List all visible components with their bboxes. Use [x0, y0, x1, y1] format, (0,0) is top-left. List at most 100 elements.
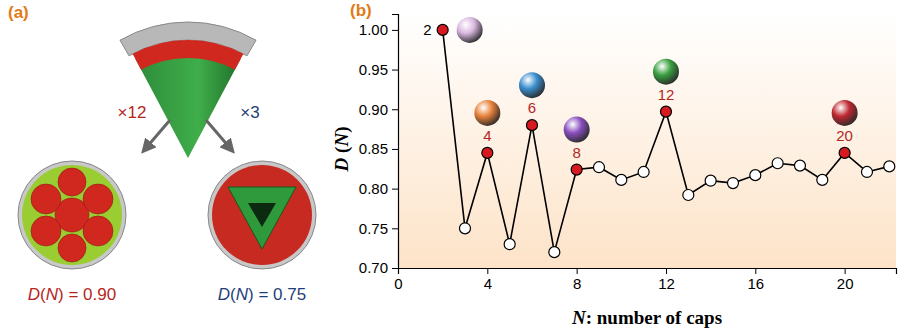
y-tick-label: 0.75	[359, 220, 388, 237]
y-axis-title: D (N)	[331, 127, 353, 173]
x-axis-title: N: number of caps	[571, 307, 722, 328]
data-point	[727, 178, 738, 189]
ball-shell	[208, 161, 316, 269]
x-tick-mark	[398, 268, 399, 274]
x-axis: 048121620	[394, 268, 896, 292]
cap-disc	[58, 168, 86, 196]
point-label: 12	[658, 86, 675, 103]
arrow	[206, 120, 230, 148]
sphere-icon	[653, 59, 679, 85]
data-point	[839, 147, 850, 158]
arrow	[146, 120, 170, 148]
cap-disc	[31, 216, 61, 246]
y-tick: 0.80	[359, 180, 398, 197]
x-tick-mark	[487, 268, 488, 274]
point-label: 20	[836, 127, 853, 144]
text-run: (	[331, 147, 353, 158]
text-run: : number of caps	[586, 307, 722, 328]
sphere-icon	[564, 117, 590, 143]
data-point	[638, 166, 649, 177]
text-run: )	[331, 127, 353, 133]
data-point	[794, 160, 805, 171]
y-tick-mark	[392, 70, 398, 71]
cap-disc	[83, 216, 113, 246]
data-point	[861, 166, 872, 177]
data-point	[504, 239, 515, 250]
x-tick: 4	[484, 268, 492, 292]
y-axis: 0.70 0.75 0.80 0.85 0.90 0.95 1.00	[359, 15, 399, 277]
x-tick-label: 16	[747, 275, 764, 292]
data-point	[459, 223, 470, 234]
y-tick-mark	[392, 149, 398, 150]
ball	[212, 165, 312, 265]
y-tick: 0.85	[359, 140, 398, 157]
x-tick: 8	[573, 268, 581, 292]
data-point	[817, 174, 828, 185]
y-tick-mark	[392, 109, 398, 110]
y-tick-label: 0.70	[359, 259, 388, 276]
x-tick-mark	[845, 268, 846, 274]
y-tick: 0.75	[359, 220, 398, 237]
cap-disc	[58, 234, 86, 262]
sphere-icon	[457, 17, 483, 43]
y-tick-label: 0.95	[359, 61, 388, 78]
sphere-icon	[519, 72, 545, 98]
cap-edge	[248, 203, 276, 227]
data-point	[660, 106, 671, 117]
data-point	[616, 174, 627, 185]
plot-background	[398, 14, 896, 268]
point-label: 6	[528, 99, 536, 116]
x-tick-label: 4	[484, 275, 492, 292]
x-tick-label: 12	[658, 275, 675, 292]
text-run: D	[28, 285, 40, 304]
panel-a: (a)×12×3D(N) = 0.90D(N) = 0.75	[8, 3, 316, 304]
annotations: 2 4 6 8 12 20	[423, 17, 857, 161]
data-point	[549, 247, 560, 258]
text-run: ) = 0.75	[248, 285, 306, 304]
data-point	[571, 164, 582, 175]
count-label: ×12	[118, 103, 147, 122]
data-point	[772, 158, 783, 169]
x-tick-mark	[755, 268, 756, 274]
figure: (a)×12×3D(N) = 0.90D(N) = 0.75(b)0.700.7…	[0, 0, 903, 334]
sphere-icon	[832, 100, 858, 126]
x-tick: 12	[658, 268, 675, 292]
data-point	[482, 147, 493, 158]
y-tick: 0.95	[359, 61, 398, 78]
text-run: ) = 0.90	[58, 285, 116, 304]
marks	[437, 24, 895, 257]
count-label: ×3	[240, 103, 259, 122]
cap-disc	[31, 184, 61, 214]
text-run: N	[46, 285, 59, 304]
point-label: 2	[423, 21, 431, 38]
point-label: 8	[572, 144, 580, 161]
data-point	[526, 120, 537, 131]
caption: D(N) = 0.90	[28, 285, 116, 304]
data-point	[437, 24, 448, 35]
caption: D(N) = 0.75	[218, 285, 306, 304]
y-tick-mark	[392, 228, 398, 229]
y-tick: 0.90	[359, 101, 398, 118]
text-run: D	[331, 157, 352, 172]
text-run: N	[331, 132, 352, 148]
data-point	[884, 161, 895, 172]
y-tick-mark	[392, 189, 398, 190]
x-tick-label: 8	[573, 275, 581, 292]
x-tick-mark	[577, 268, 578, 274]
data-point	[705, 175, 716, 186]
y-axis-line	[392, 15, 399, 269]
y-tick-label: 0.90	[359, 101, 388, 118]
y-tick-mark	[392, 30, 398, 31]
data-point	[683, 189, 694, 200]
data-point	[750, 170, 761, 181]
x-axis-line	[399, 269, 897, 275]
y-tick: 1.00	[359, 21, 398, 38]
point-label: 4	[483, 127, 491, 144]
cap-edge	[228, 187, 296, 249]
x-tick: 20	[837, 268, 854, 292]
y-tick-label: 0.85	[359, 140, 388, 157]
text-run: N	[236, 285, 249, 304]
cap	[133, 40, 244, 70]
data-point	[593, 162, 604, 173]
y-tick-label: 0.80	[359, 180, 388, 197]
